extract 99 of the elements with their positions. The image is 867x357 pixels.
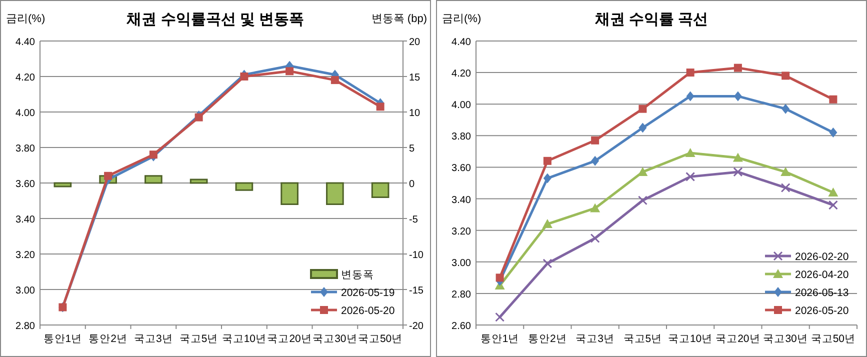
legend-label: 2026-02-20 — [795, 251, 849, 263]
point — [686, 172, 696, 182]
y2-axis-title: 변동폭 (bp) — [371, 13, 427, 25]
point — [829, 128, 838, 138]
point — [829, 95, 838, 104]
y2-tick-label: 20 — [409, 37, 421, 48]
legend-label: 2026-05-20 — [795, 305, 849, 317]
point — [734, 64, 742, 72]
bar — [326, 182, 344, 206]
x-tick-label: 국고50년 — [358, 333, 403, 345]
y-tick-label: 2.80 — [452, 289, 472, 300]
y-tick-label: 2.60 — [452, 321, 472, 332]
point — [638, 104, 647, 113]
y-tick-label: 3.80 — [16, 144, 36, 154]
y2-tick-label: -15 — [409, 286, 424, 296]
point — [780, 166, 791, 176]
point — [543, 156, 552, 165]
point — [194, 113, 203, 122]
bar — [235, 182, 254, 191]
y-tick-label: 3.60 — [16, 179, 36, 190]
x-tick-label: 국고10년 — [668, 333, 713, 345]
y2-tick-label: -20 — [409, 321, 424, 332]
y-tick-label: 3.60 — [452, 163, 472, 174]
x-tick-label: 국고10년 — [222, 333, 267, 345]
point — [828, 200, 838, 210]
x-tick-label: 국고3년 — [576, 333, 614, 345]
x-tick-label: 국고30년 — [312, 333, 358, 345]
y2-tick-label: -10 — [409, 250, 424, 261]
bar — [54, 182, 72, 188]
point — [590, 203, 600, 212]
legend-label: 변동폭 — [341, 269, 374, 281]
x-tick-label: 통안2년 — [528, 333, 567, 345]
point — [733, 167, 743, 177]
y-axis-title: 금리(%) — [442, 13, 482, 25]
point — [828, 187, 838, 196]
point — [149, 150, 158, 159]
y-tick-label: 4.20 — [452, 68, 472, 80]
x-tick-label: 국고30년 — [763, 333, 808, 345]
y-tick-label: 3.40 — [452, 194, 472, 206]
legend-label: 2026-05-19 — [341, 287, 395, 299]
x-tick-label: 국고5년 — [623, 333, 662, 345]
y-tick-label: 3.20 — [452, 226, 472, 238]
y-tick-label: 3.00 — [452, 258, 472, 269]
y2-tick-label: 15 — [409, 72, 421, 84]
x-tick-label: 국고20년 — [267, 333, 312, 345]
x-tick-label: 통안2년 — [88, 333, 128, 345]
point — [780, 182, 790, 192]
point — [686, 91, 694, 102]
point — [782, 104, 790, 114]
point — [685, 148, 696, 158]
legend-label: 2026-05-13 — [795, 287, 849, 299]
x-tick-label: 국고3년 — [134, 333, 173, 345]
point — [732, 152, 743, 162]
point — [495, 312, 505, 322]
x-tick-label: 국고50년 — [810, 333, 856, 345]
legend-label: 2026-05-20 — [341, 305, 395, 317]
point — [376, 102, 384, 111]
x-tick-label: 통안1년 — [480, 333, 520, 345]
point — [638, 122, 647, 133]
y-tick-label: 4.20 — [16, 72, 36, 84]
point — [286, 67, 294, 76]
bar — [371, 182, 390, 198]
point — [734, 91, 742, 102]
point — [591, 136, 600, 144]
point — [330, 76, 339, 84]
bar — [190, 178, 208, 184]
chart-title: 채권 수익률 곡선 — [594, 11, 708, 28]
y-tick-label: 2.80 — [16, 321, 36, 332]
bar — [280, 182, 298, 206]
y2-tick-label: 10 — [409, 108, 421, 119]
point — [686, 68, 694, 77]
point — [543, 173, 552, 184]
x-tick-label: 국고20년 — [716, 333, 760, 345]
y2-tick-label: 5 — [409, 144, 415, 154]
y-axis-title: 금리(%) — [6, 13, 46, 25]
point — [638, 166, 648, 176]
point — [496, 274, 504, 282]
y-tick-label: 3.00 — [16, 286, 36, 296]
point — [240, 72, 248, 80]
y-tick-label: 3.40 — [16, 214, 36, 226]
y2-tick-label: 0 — [409, 179, 415, 190]
point — [590, 233, 600, 243]
y-tick-label: 3.80 — [452, 132, 472, 143]
y-tick-label: 3.20 — [16, 250, 36, 261]
point — [782, 72, 790, 80]
point — [542, 219, 552, 228]
point — [591, 156, 600, 166]
y-tick-label: 4.40 — [16, 37, 36, 48]
bar — [144, 175, 162, 184]
y-tick-label: 4.40 — [452, 37, 472, 48]
point — [638, 196, 648, 206]
legend-label: 2026-04-20 — [795, 269, 849, 281]
x-tick-label: 통안1년 — [43, 333, 82, 345]
chart-title: 채권 수익률곡선 및 변동폭 — [126, 11, 304, 28]
x-tick-label: 국고5년 — [179, 333, 218, 345]
y-tick-label: 4.00 — [452, 100, 472, 112]
point — [542, 258, 552, 268]
y2-tick-label: -5 — [409, 214, 418, 226]
y-tick-label: 4.00 — [16, 108, 36, 119]
